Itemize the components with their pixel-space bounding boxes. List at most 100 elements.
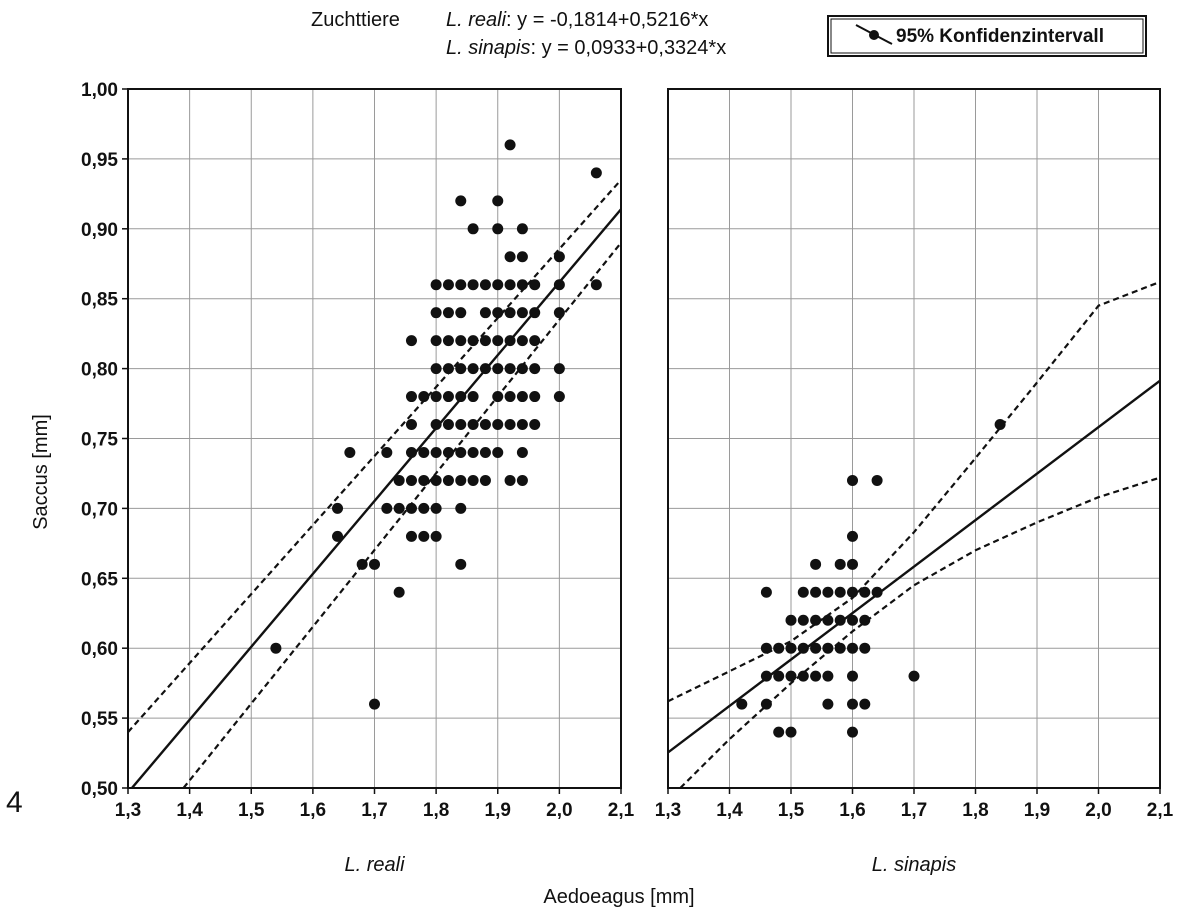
data-point xyxy=(847,698,858,710)
data-point xyxy=(822,614,834,626)
data-point xyxy=(810,558,822,570)
data-point xyxy=(430,307,442,319)
data-point xyxy=(467,419,479,431)
data-point xyxy=(785,642,797,654)
data-point xyxy=(492,307,504,319)
data-point xyxy=(516,474,528,486)
data-point xyxy=(332,530,344,542)
data-point xyxy=(504,474,516,486)
legend: 95% Konfidenzintervall xyxy=(827,15,1147,57)
y-tick-label: 1,00 xyxy=(81,80,118,101)
data-point xyxy=(871,474,883,486)
data-point xyxy=(492,223,504,235)
data-point xyxy=(516,363,528,375)
data-point xyxy=(504,279,516,291)
data-point xyxy=(430,419,442,431)
data-point xyxy=(847,614,858,626)
data-point xyxy=(773,726,785,738)
x-tick-label: 1,8 xyxy=(962,800,988,821)
data-point xyxy=(405,335,417,347)
data-point xyxy=(393,502,405,514)
data-point xyxy=(553,279,565,291)
regression-line xyxy=(668,379,1160,754)
equation-reali-formula: : y = -0,1814+0,5216*x xyxy=(506,9,708,31)
data-point xyxy=(405,419,417,431)
data-point xyxy=(847,726,858,738)
x-tick-label: 1,6 xyxy=(300,800,326,821)
data-point xyxy=(442,307,454,319)
ci-lower-line xyxy=(679,476,1160,788)
data-point xyxy=(455,279,467,291)
data-point xyxy=(455,335,467,347)
data-point xyxy=(479,307,491,319)
legend-point-symbol xyxy=(869,30,879,40)
data-point xyxy=(442,335,454,347)
y-axis-label: Saccus [mm] xyxy=(30,414,52,530)
data-point xyxy=(479,446,491,458)
x-tick-label: 1,7 xyxy=(901,800,927,821)
data-point xyxy=(442,474,454,486)
data-point xyxy=(393,474,405,486)
equation-reali: L. reali: y = -0,1814+0,5216*x xyxy=(446,9,708,31)
data-point xyxy=(418,502,430,514)
data-point xyxy=(797,614,809,626)
data-point xyxy=(418,474,430,486)
x-tick-label: 1,5 xyxy=(778,800,805,821)
data-point xyxy=(516,446,528,458)
data-point xyxy=(810,614,822,626)
data-point xyxy=(492,419,504,431)
data-point xyxy=(847,670,858,682)
group-label: Zuchttiere xyxy=(311,9,400,31)
data-point xyxy=(467,474,479,486)
y-tick-label: 0,90 xyxy=(81,220,118,241)
data-point xyxy=(492,363,504,375)
y-tick-label: 0,75 xyxy=(81,430,118,451)
data-point xyxy=(442,279,454,291)
data-point xyxy=(405,391,417,403)
data-point xyxy=(859,642,871,654)
data-point xyxy=(405,474,417,486)
legend-box xyxy=(827,15,1147,57)
data-point xyxy=(418,530,430,542)
data-point xyxy=(442,419,454,431)
data-point xyxy=(492,446,504,458)
data-point xyxy=(834,586,846,598)
data-point xyxy=(332,502,344,514)
data-point xyxy=(430,502,442,514)
data-point xyxy=(859,698,871,710)
equation-sinapis: L. sinapis: y = 0,0933+0,3324*x xyxy=(446,37,726,59)
x-tick-label: 1,8 xyxy=(423,800,449,821)
data-point xyxy=(467,363,479,375)
panel-reali: 1,3 1,4 1,5 1,6 1,7 1,8 1,9 2,0 2,1 0,50 0,55 0,60 0… xyxy=(81,80,635,876)
data-point xyxy=(847,586,858,598)
data-point xyxy=(430,335,442,347)
x-tick-label: 2,1 xyxy=(608,800,635,821)
data-point xyxy=(479,335,491,347)
data-point xyxy=(492,279,504,291)
data-point xyxy=(871,586,883,598)
data-point xyxy=(810,670,822,682)
data-point xyxy=(479,474,491,486)
data-point xyxy=(270,642,282,654)
data-point xyxy=(504,307,516,319)
data-point xyxy=(529,391,541,403)
data-point xyxy=(442,446,454,458)
data-point xyxy=(455,446,467,458)
data-point xyxy=(822,586,834,598)
data-point xyxy=(516,251,528,263)
data-point xyxy=(455,502,467,514)
equation-reali-species: L. reali xyxy=(446,9,507,31)
data-point xyxy=(430,530,442,542)
data-point xyxy=(847,642,858,654)
equation-sinapis-species: L. sinapis xyxy=(446,37,531,59)
data-point xyxy=(504,419,516,431)
data-point xyxy=(467,391,479,403)
x-tick-label: 1,6 xyxy=(839,800,865,821)
data-point xyxy=(418,391,430,403)
data-point xyxy=(504,391,516,403)
data-point xyxy=(590,279,602,291)
data-point xyxy=(369,558,380,570)
legend-box-inner xyxy=(830,18,1144,54)
data-point xyxy=(785,670,797,682)
